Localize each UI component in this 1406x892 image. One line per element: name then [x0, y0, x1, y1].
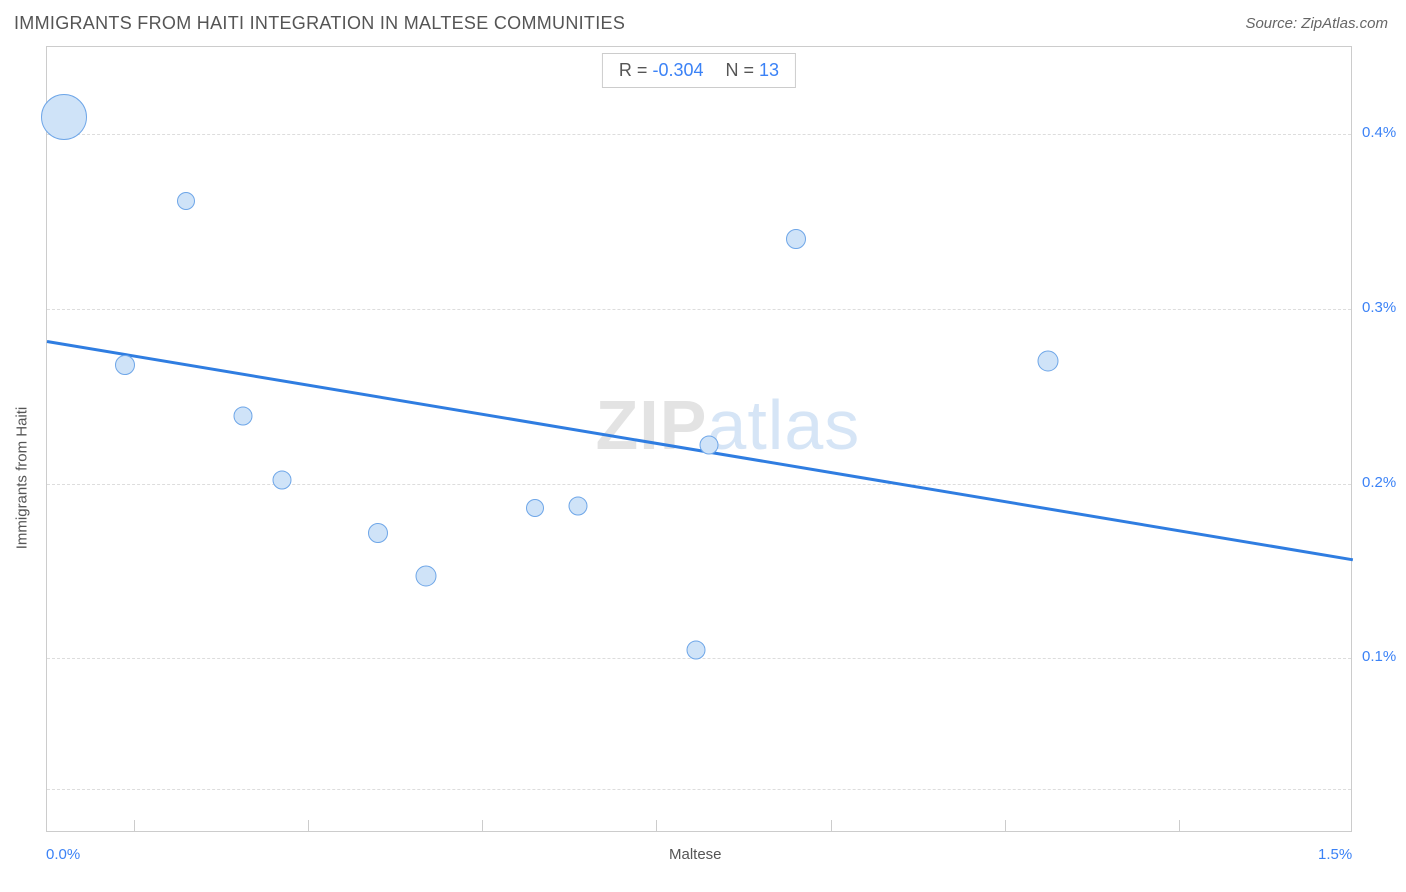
- y-tick-label: 0.3%: [1362, 299, 1396, 316]
- gridline: [47, 484, 1351, 485]
- gridline: [47, 309, 1351, 310]
- x-tick: [656, 820, 657, 832]
- trendline: [47, 340, 1353, 561]
- stats-box: R = -0.304 N = 13: [602, 53, 796, 88]
- y-axis-label: Immigrants from Haiti: [14, 407, 31, 550]
- data-point: [115, 355, 135, 375]
- x-tick-label: 1.5%: [1318, 846, 1352, 863]
- n-label: N =: [726, 60, 755, 80]
- data-point: [368, 523, 388, 543]
- data-point: [415, 566, 436, 587]
- r-value: -0.304: [652, 60, 703, 80]
- data-point: [786, 229, 806, 249]
- chart-title: IMMIGRANTS FROM HAITI INTEGRATION IN MAL…: [14, 13, 625, 34]
- y-tick-label: 0.4%: [1362, 124, 1396, 141]
- data-point: [699, 436, 718, 455]
- watermark-atlas: atlas: [707, 386, 860, 464]
- data-point: [41, 94, 87, 140]
- data-point: [233, 406, 252, 425]
- y-tick-label: 0.2%: [1362, 474, 1396, 491]
- x-tick: [831, 820, 832, 832]
- n-stat: N = 13: [726, 60, 780, 81]
- data-point: [686, 640, 705, 659]
- n-value: 13: [759, 60, 779, 80]
- data-point: [526, 499, 544, 517]
- y-tick-label: 0.1%: [1362, 648, 1396, 665]
- r-label: R =: [619, 60, 648, 80]
- data-point: [273, 471, 292, 490]
- chart-source: Source: ZipAtlas.com: [1245, 15, 1388, 32]
- x-tick: [482, 820, 483, 832]
- x-tick: [134, 820, 135, 832]
- x-tick: [308, 820, 309, 832]
- data-point: [569, 497, 588, 516]
- x-tick-label: 0.0%: [46, 846, 80, 863]
- x-tick: [1005, 820, 1006, 832]
- chart-header: IMMIGRANTS FROM HAITI INTEGRATION IN MAL…: [0, 0, 1406, 46]
- gridline: [47, 134, 1351, 135]
- watermark-zip: ZIP: [596, 386, 708, 464]
- gridline: [47, 789, 1351, 790]
- data-point: [1038, 351, 1059, 372]
- x-tick: [1179, 820, 1180, 832]
- scatter-plot: ZIPatlas R = -0.304 N = 13: [46, 46, 1352, 832]
- x-axis-label: Maltese: [669, 846, 722, 863]
- r-stat: R = -0.304: [619, 60, 704, 81]
- data-point: [177, 192, 195, 210]
